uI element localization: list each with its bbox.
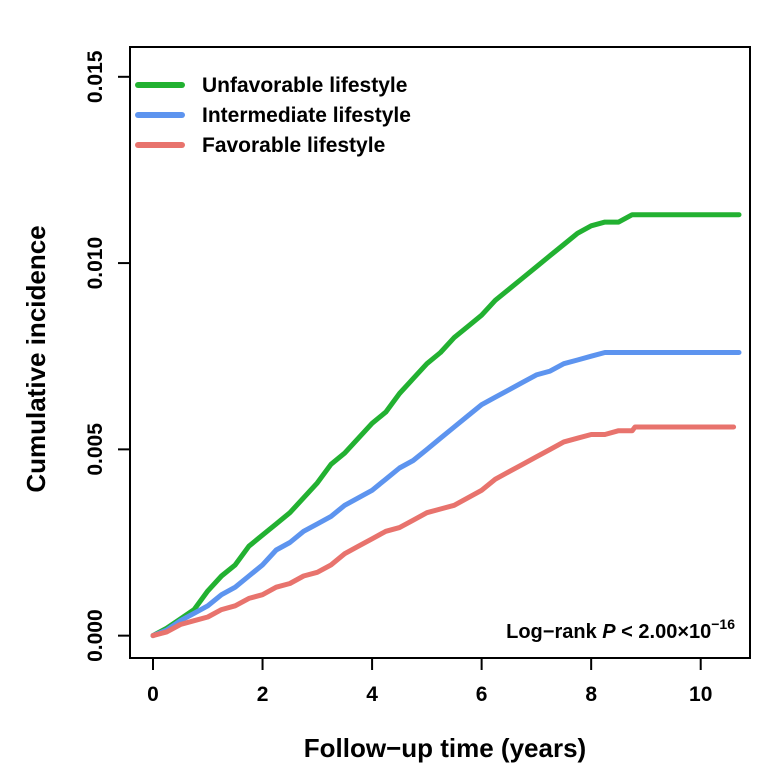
log-rank-prefix: Log−rank xyxy=(506,621,602,643)
series-layer xyxy=(150,212,742,639)
x-tick-label: 8 xyxy=(585,683,597,706)
series-line-2 xyxy=(150,350,742,639)
y-tick-label: 0.015 xyxy=(84,50,107,103)
log-rank-annotation: Log−rank P < 2.00×10−16 xyxy=(506,616,735,643)
legend-label-2: Intermediate lifestyle xyxy=(202,104,411,127)
series-line-3 xyxy=(150,424,737,639)
x-tick-label: 6 xyxy=(476,683,488,706)
x-tick-label: 2 xyxy=(257,683,269,706)
x-tick-label: 10 xyxy=(689,683,712,706)
y-tick-label: 0.000 xyxy=(84,609,107,662)
axes-layer: 0 2 4 6 8 10 0.000 0.005 0.010 0.015 xyxy=(84,50,712,706)
log-rank-p-symbol: P xyxy=(602,621,616,643)
log-rank-relation: < 2.00×10 xyxy=(616,621,712,643)
log-rank-exponent: −16 xyxy=(711,616,735,632)
series-line-1 xyxy=(150,212,742,639)
legend-label-3: Favorable lifestyle xyxy=(202,134,385,157)
plot-frame xyxy=(129,46,751,659)
y-tick-label: 0.005 xyxy=(84,423,107,476)
y-axis-title: Cumulative incidence xyxy=(21,225,51,492)
x-axis-title: Follow−up time (years) xyxy=(304,733,586,763)
legend: Unfavorable lifestyle Intermediate lifest… xyxy=(135,74,411,157)
x-tick-label: 0 xyxy=(147,683,159,706)
y-tick-label: 0.010 xyxy=(84,237,107,290)
x-tick-label: 4 xyxy=(366,683,378,706)
legend-label-1: Unfavorable lifestyle xyxy=(202,74,407,97)
